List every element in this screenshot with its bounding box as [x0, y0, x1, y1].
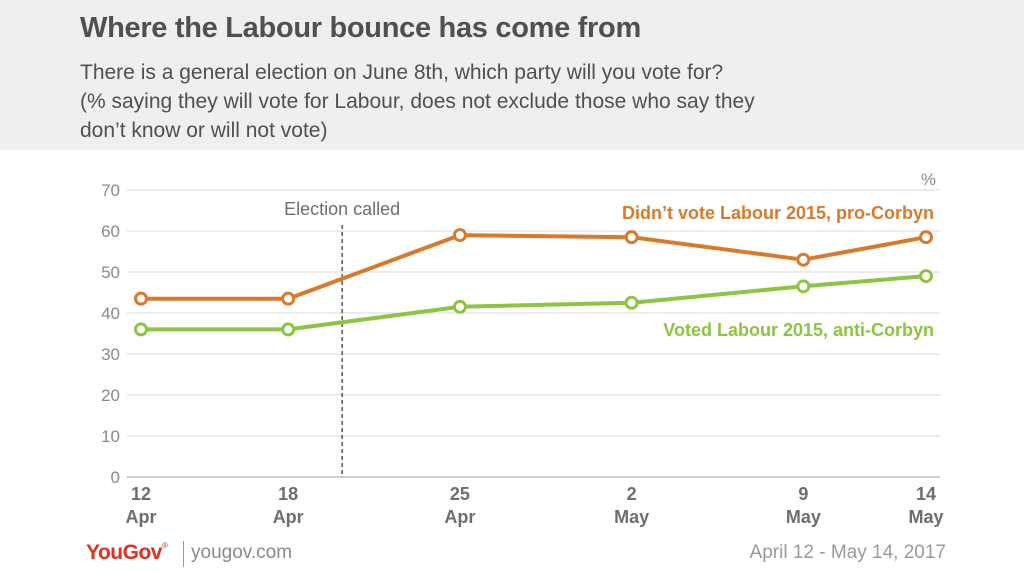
registered-mark: ® [161, 541, 168, 550]
data-point [796, 252, 811, 267]
subtitle-line-1: There is a general election on June 8th,… [80, 61, 724, 84]
subtitle-line-2: (% saying they will vote for Labour, doe… [80, 90, 755, 113]
data-point [281, 291, 296, 306]
y-tick-label: 10 [101, 427, 120, 446]
data-point [624, 230, 639, 245]
chart-title: Where the Labour bounce has come from [80, 12, 641, 44]
y-tick-label: 20 [101, 386, 120, 405]
series-line [141, 233, 927, 301]
election-called-label: Election called [284, 199, 400, 219]
chart-subtitle: There is a general election on June 8th,… [80, 58, 960, 145]
x-tick-day: 25 [450, 484, 470, 504]
x-tick-day: 14 [916, 484, 936, 504]
x-tick-month: May [614, 507, 649, 527]
x-tick-day: 12 [131, 484, 151, 504]
data-point [796, 279, 811, 294]
x-tick-month: Apr [444, 507, 475, 527]
data-point [452, 299, 467, 314]
data-point [624, 295, 639, 310]
y-tick-label: 70 [101, 181, 120, 200]
x-tick-month: Apr [273, 507, 304, 527]
data-point [919, 269, 933, 284]
series-label: Didn’t vote Labour 2015, pro-Corbyn [622, 203, 934, 223]
x-tick-month: May [786, 507, 821, 527]
y-tick-label: 0 [111, 468, 120, 487]
data-point [134, 322, 148, 337]
y-tick-label: 60 [101, 222, 120, 241]
x-tick-day: 2 [627, 484, 637, 504]
y-unit-label: % [921, 170, 936, 189]
header-band: Where the Labour bounce has come from Th… [0, 0, 1024, 150]
data-point [281, 322, 296, 337]
data-point [452, 228, 467, 243]
series-label: Voted Labour 2015, anti-Corbyn [663, 320, 934, 340]
data-point [134, 291, 148, 306]
x-tick-month: Apr [126, 507, 157, 527]
yougov-logo: YouGov® [86, 541, 168, 564]
series-line [141, 274, 927, 332]
data-point [919, 230, 933, 245]
footer-site[interactable]: yougov.com [191, 542, 293, 563]
subtitle-line-3: don’t know or will not vote) [80, 119, 328, 142]
footer-divider [183, 541, 184, 567]
footer-date-range: April 12 - May 14, 2017 [749, 542, 946, 563]
y-tick-label: 50 [101, 263, 120, 282]
x-tick-month: May [908, 507, 943, 527]
y-tick-label: 40 [101, 304, 120, 323]
x-tick-day: 9 [798, 484, 808, 504]
y-tick-label: 30 [101, 345, 120, 364]
x-tick-day: 18 [278, 484, 298, 504]
line-chart: Election called 0 10 20 30 40 50 60 70% 12 Apr 18 A… [101, 170, 943, 527]
